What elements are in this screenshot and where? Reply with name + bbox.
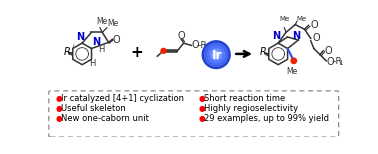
Text: O: O xyxy=(312,34,320,43)
Text: /: / xyxy=(72,44,74,49)
Text: R: R xyxy=(259,47,266,57)
Text: –R: –R xyxy=(197,41,208,50)
Text: 1: 1 xyxy=(338,60,342,66)
Text: R: R xyxy=(63,47,70,57)
Text: N: N xyxy=(292,31,300,41)
Text: 29 examples, up to 99% yield: 29 examples, up to 99% yield xyxy=(204,114,329,123)
Text: ●: ● xyxy=(198,104,205,113)
Text: O: O xyxy=(326,57,334,67)
Text: Ir catalyzed [4+1] cyclization: Ir catalyzed [4+1] cyclization xyxy=(61,94,184,103)
Circle shape xyxy=(204,43,228,66)
Text: Highly regioselectivity: Highly regioselectivity xyxy=(204,104,298,113)
Text: +: + xyxy=(131,45,144,60)
Text: H: H xyxy=(98,45,104,54)
Circle shape xyxy=(202,41,230,69)
Text: N: N xyxy=(92,37,101,47)
Circle shape xyxy=(211,49,222,60)
Text: 1: 1 xyxy=(203,44,208,50)
Text: Me: Me xyxy=(279,16,290,22)
Text: ●: ● xyxy=(198,94,205,103)
Text: –R: –R xyxy=(332,57,342,66)
Text: Me: Me xyxy=(297,16,307,22)
Text: O: O xyxy=(325,46,332,56)
Text: O: O xyxy=(311,20,318,30)
Circle shape xyxy=(208,46,225,63)
Text: Ir: Ir xyxy=(212,49,222,62)
Circle shape xyxy=(291,58,296,63)
Circle shape xyxy=(161,48,166,53)
Text: ●: ● xyxy=(56,104,62,113)
Text: ●: ● xyxy=(198,114,205,123)
Text: Useful skeleton: Useful skeleton xyxy=(61,104,126,113)
Text: H: H xyxy=(89,59,96,68)
Text: ●: ● xyxy=(56,114,62,123)
Text: Short reaction time: Short reaction time xyxy=(204,94,285,103)
Text: N: N xyxy=(76,32,84,42)
Circle shape xyxy=(213,52,219,58)
Text: Me: Me xyxy=(108,19,119,28)
FancyBboxPatch shape xyxy=(49,91,339,137)
Text: ●: ● xyxy=(56,94,62,103)
Text: N: N xyxy=(273,31,281,41)
Text: O: O xyxy=(191,41,199,50)
Text: New one-caborn unit: New one-caborn unit xyxy=(61,114,149,123)
Text: O: O xyxy=(178,31,185,41)
Text: O: O xyxy=(112,35,120,45)
Text: Me: Me xyxy=(287,67,298,76)
Text: Me: Me xyxy=(97,17,108,26)
